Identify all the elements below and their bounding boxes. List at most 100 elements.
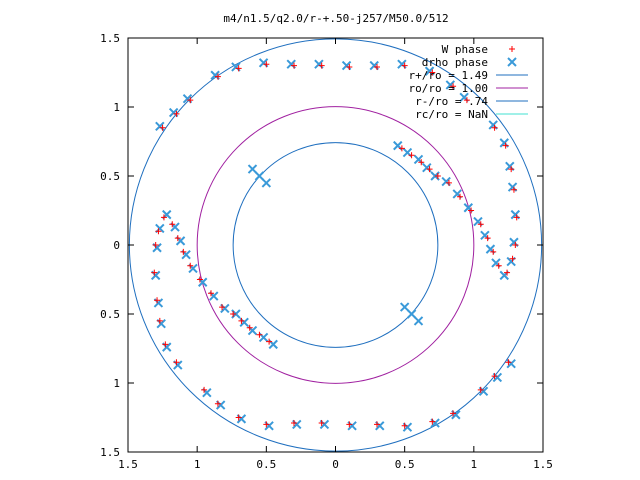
w-phase-point — [491, 373, 498, 380]
w-phase-point — [235, 414, 242, 421]
w-phase-point — [201, 386, 208, 393]
w-phase-point — [510, 186, 517, 193]
drho-phase-point — [406, 309, 417, 319]
y-tick-label: 1 — [113, 101, 120, 114]
w-phase-point — [429, 418, 436, 425]
w-phase-point — [318, 420, 325, 427]
w-phase-point — [214, 73, 221, 80]
x-tick-label: 0.5 — [395, 458, 415, 471]
w-phase-point — [291, 420, 297, 427]
w-phase-point — [196, 276, 203, 283]
w-phase-point — [426, 166, 433, 173]
ring-r-o — [196, 106, 475, 384]
w-phase-point — [401, 422, 408, 429]
w-phase-point — [174, 235, 181, 242]
drho-phase-point — [247, 164, 258, 174]
w-phase-point — [151, 269, 158, 276]
y-tick-label: 1 — [113, 377, 120, 390]
w-phase-point — [450, 83, 457, 90]
w-phase-point — [263, 421, 270, 428]
legend-samples — [496, 46, 528, 115]
w-phase-point — [398, 145, 405, 152]
w-phase-point — [187, 97, 194, 104]
drho-phase-point — [261, 178, 272, 188]
w-phase-point — [230, 311, 237, 317]
w-phase-point — [169, 221, 176, 228]
x-tick-label: 1 — [471, 458, 478, 471]
legend-label-r-o: ro/ro = 1.00 — [409, 82, 488, 95]
axis-ticks: 1.5 1 0.5 0 0.5 1 1.51.510.500.511.5 — [100, 32, 553, 471]
w-phase-point — [318, 62, 325, 69]
legend-label-r-c: rc/ro = NaN — [415, 108, 488, 121]
legend-label-w-phase: W phase — [442, 43, 488, 56]
w-phase-point — [346, 63, 353, 70]
w-phase-point — [509, 255, 516, 262]
w-phase-point — [214, 400, 221, 407]
x-tick-label: 0.5 — [256, 458, 276, 471]
w-phase-point — [219, 304, 226, 311]
legend-sample-w-phase — [509, 46, 515, 52]
w-phase-point — [401, 62, 408, 69]
y-tick-label: 0 — [113, 239, 120, 252]
ring-r-minus — [232, 142, 439, 348]
w-phase-point — [173, 110, 180, 117]
w-phase-point — [418, 159, 425, 166]
w-phase-point — [477, 221, 484, 228]
w-phase-point — [457, 193, 463, 200]
w-phase-point — [504, 269, 511, 276]
w-phase-point — [291, 62, 297, 69]
w-phase-point — [491, 124, 498, 131]
w-phase-point — [505, 359, 512, 366]
x-tick-label: 1 — [194, 458, 201, 471]
y-tick-label: 1.5 — [100, 32, 120, 45]
w-phase-point — [429, 69, 436, 76]
w-phase-point — [374, 421, 380, 428]
w-phase-point — [502, 142, 509, 149]
w-phase-point — [173, 359, 180, 366]
legend: W phase drho phase r+/ro = 1.49 ro/ro = … — [409, 43, 528, 121]
series-w-phase — [151, 61, 520, 429]
w-phase-point — [408, 152, 415, 159]
w-phase-point — [160, 214, 167, 221]
w-phase-point — [180, 248, 187, 255]
drho-phase-point — [413, 316, 424, 326]
w-phase-point — [512, 242, 519, 248]
w-phase-point — [445, 179, 452, 186]
w-phase-point — [152, 242, 159, 248]
w-phase-point — [508, 166, 515, 173]
legend-label-r-minus: r-/ro = .74 — [415, 95, 488, 108]
w-phase-point — [477, 386, 484, 393]
w-phase-point — [235, 65, 242, 72]
w-phase-point — [154, 297, 161, 304]
y-tick-label: 0.5 — [100, 170, 120, 183]
w-phase-point — [159, 124, 166, 131]
w-phase-point — [374, 63, 380, 70]
w-phase-point — [484, 235, 491, 242]
w-phase-point — [156, 317, 163, 324]
w-phase-point — [266, 338, 273, 345]
w-phase-point — [155, 228, 162, 235]
w-phase-point — [346, 421, 353, 428]
y-tick-label: 1.5 — [100, 446, 120, 459]
w-phase-point — [434, 173, 441, 179]
x-tick-label: 0 — [332, 458, 339, 471]
w-phase-point — [238, 317, 245, 324]
legend-label-drho-phase: drho phase — [422, 56, 488, 69]
w-phase-point — [513, 214, 520, 221]
w-phase-point — [450, 410, 457, 417]
w-phase-point — [468, 207, 475, 214]
drho-phase-point — [399, 302, 410, 312]
w-phase-point — [162, 341, 169, 348]
w-phase-point — [246, 324, 253, 331]
w-phase-point — [256, 331, 263, 338]
x-tick-label: 1.5 — [533, 458, 553, 471]
w-phase-point — [495, 262, 502, 269]
w-phase-point — [463, 97, 470, 104]
w-phase-point — [490, 248, 497, 255]
y-tick-label: 0.5 — [100, 308, 120, 321]
legend-sample-drho-phase — [507, 57, 517, 67]
w-phase-point — [208, 290, 214, 297]
w-phase-point — [187, 262, 194, 269]
drho-phase-point — [254, 171, 265, 181]
